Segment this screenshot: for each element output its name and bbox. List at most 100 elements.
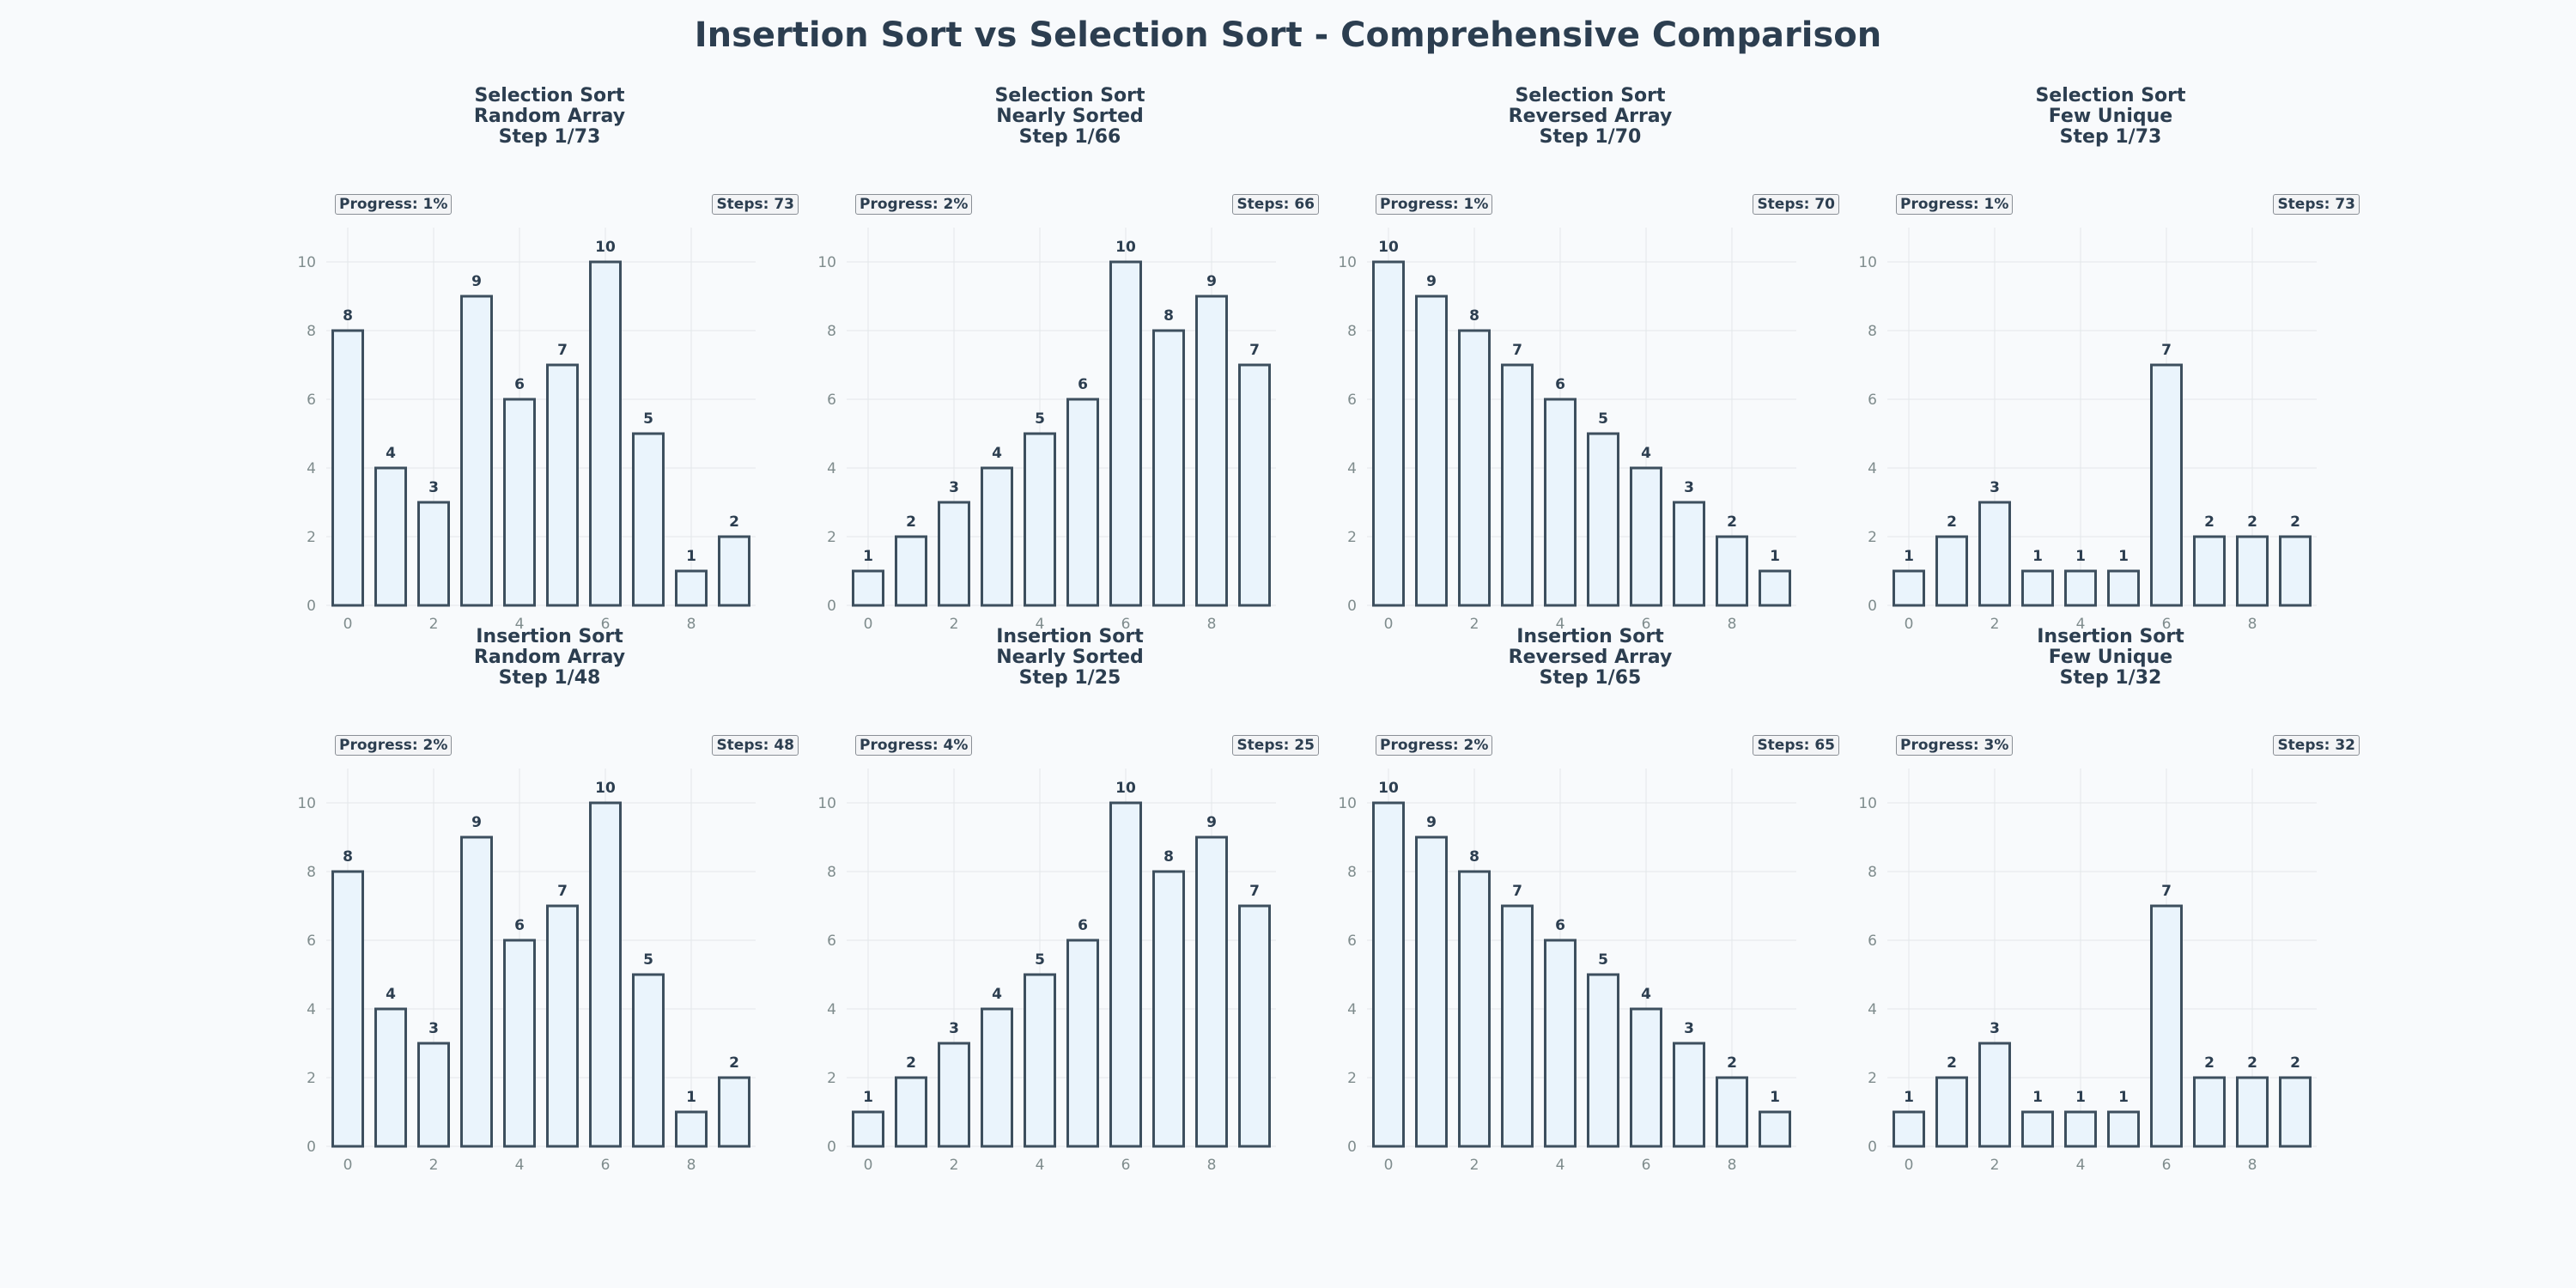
bar-value-label: 7 (1512, 342, 1522, 359)
bar (938, 501, 970, 607)
bar-value-label: 1 (686, 1089, 696, 1106)
bar-value-label: 3 (1684, 479, 1694, 496)
y-tick-label: 4 (307, 1001, 316, 1018)
bar (1458, 870, 1491, 1148)
bar-value-label: 6 (1555, 917, 1565, 934)
y-tick-label: 0 (307, 598, 316, 615)
bar-value-label: 8 (343, 848, 353, 866)
bar-value-label: 9 (1206, 273, 1217, 290)
x-tick-label: 2 (429, 1157, 439, 1174)
y-tick-label: 2 (1868, 529, 1877, 546)
bar (1544, 398, 1577, 607)
y-tick-label: 0 (827, 598, 836, 615)
bar-value-label: 5 (643, 410, 653, 428)
bar-value-label: 4 (1641, 986, 1651, 1003)
progress-badge: Progress: 1% (335, 194, 453, 215)
steps-badge: Steps: 66 (1232, 194, 1319, 215)
bar (417, 1042, 450, 1148)
bar-value-label: 2 (2204, 513, 2215, 531)
bar (981, 466, 1013, 607)
x-tick-label: 0 (864, 616, 873, 633)
bar (331, 870, 364, 1148)
bar-value-label: 1 (863, 1089, 873, 1106)
bar (1978, 501, 2011, 607)
bar (374, 1007, 407, 1148)
bar-value-label: 1 (2118, 548, 2129, 565)
bar-value-label: 10 (595, 780, 616, 797)
bar (632, 432, 665, 607)
bar-value-label: 3 (1990, 479, 2000, 496)
y-tick-label: 8 (307, 864, 316, 881)
bar-value-label: 1 (2032, 1089, 2043, 1106)
bar (2193, 535, 2226, 607)
bar (1458, 329, 1491, 607)
bar-value-label: 8 (1163, 307, 1174, 325)
bar (1066, 398, 1099, 607)
chart-panel: Insertion Sort Nearly Sorted Step 1/25 0 2… (812, 627, 1327, 1176)
steps-badge: Steps: 70 (1753, 194, 1839, 215)
bar (503, 939, 536, 1148)
bar-value-label: 10 (1378, 239, 1399, 256)
bar (1415, 835, 1448, 1148)
bar-value-label: 3 (428, 1020, 439, 1037)
bar-value-label: 6 (514, 376, 525, 393)
bar-value-label: 4 (992, 445, 1002, 462)
panel-title: Insertion Sort Few Unique Step 1/32 (2037, 626, 2184, 689)
y-tick-label: 8 (827, 864, 836, 881)
progress-badge: Progress: 2% (335, 735, 453, 756)
panel-title: Selection Sort Few Unique Step 1/73 (2035, 85, 2186, 148)
y-tick-label: 8 (1868, 864, 1877, 881)
bar-chart: 0 2 4 6 8 10 0 2 4 6 8 10 9 8 7 6 5 4 3 2 1 (1338, 228, 1796, 633)
bar-value-label: 8 (1469, 307, 1479, 325)
bar-value-label: 8 (1163, 848, 1174, 866)
bar-value-label: 5 (643, 951, 653, 969)
y-tick-label: 0 (1868, 598, 1877, 615)
bar-value-label: 2 (2247, 1054, 2257, 1072)
bar (718, 535, 750, 607)
bar-value-label: 6 (514, 917, 525, 934)
x-tick-label: 4 (1556, 1157, 1565, 1174)
bar (1415, 295, 1448, 607)
bar-value-label: 2 (1947, 513, 1957, 531)
y-tick-label: 2 (827, 529, 836, 546)
x-tick-label: 6 (601, 1157, 611, 1174)
bar (2279, 1076, 2312, 1148)
bar-value-label: 7 (2161, 883, 2172, 900)
bar-value-label: 5 (1598, 410, 1608, 428)
bar-value-label: 6 (1078, 376, 1088, 393)
bar-value-label: 2 (2290, 513, 2300, 531)
bar-value-label: 9 (471, 273, 482, 290)
bar-value-label: 3 (1684, 1020, 1694, 1037)
y-tick-label: 2 (307, 1070, 316, 1087)
bar (675, 569, 708, 607)
bar-value-label: 4 (386, 986, 396, 1003)
bar (546, 363, 579, 607)
bar-value-label: 1 (2118, 1089, 2129, 1106)
bar (374, 466, 407, 607)
bar (1152, 870, 1185, 1148)
y-tick-label: 10 (297, 795, 316, 812)
bar (2064, 569, 2097, 607)
x-tick-label: 8 (1728, 616, 1737, 633)
y-tick-label: 8 (1868, 323, 1877, 340)
x-tick-label: 2 (950, 1157, 959, 1174)
x-tick-label: 4 (1556, 616, 1565, 633)
x-tick-label: 6 (1642, 616, 1651, 633)
x-tick-label: 0 (343, 616, 353, 633)
bar (1372, 801, 1405, 1148)
bar-chart: 0 2 4 6 8 10 0 2 4 6 8 1 2 3 4 5 6 10 8 9 7 (817, 769, 1276, 1174)
bar (1935, 535, 1968, 607)
x-tick-label: 6 (1642, 1157, 1651, 1174)
y-tick-label: 2 (307, 529, 316, 546)
bar-value-label: 2 (729, 513, 739, 531)
x-tick-label: 4 (1036, 616, 1045, 633)
bar-value-label: 6 (1078, 917, 1088, 934)
bar (2107, 1110, 2140, 1148)
y-tick-label: 10 (1338, 254, 1357, 271)
y-tick-label: 8 (307, 323, 316, 340)
bar (1238, 904, 1271, 1148)
bar (1238, 363, 1271, 607)
x-tick-label: 2 (1470, 1157, 1479, 1174)
bar (1195, 295, 1228, 607)
bar (546, 904, 579, 1148)
